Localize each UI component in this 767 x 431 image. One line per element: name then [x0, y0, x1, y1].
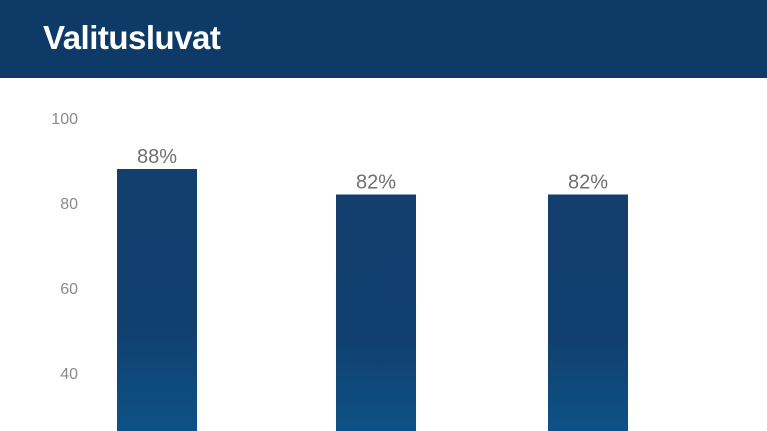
- y-axis-ticks: 100 80 60 40: [51, 111, 78, 383]
- y-tick-label: 60: [60, 281, 78, 298]
- y-tick-label: 80: [60, 196, 78, 213]
- bar-data-label: 82%: [568, 172, 608, 194]
- chart-title: Valitusluvat: [43, 19, 221, 56]
- data-labels: 88% 82% 82%: [137, 146, 608, 194]
- chart-header: Valitusluvat: [0, 0, 767, 78]
- bars: [117, 169, 628, 431]
- y-tick-label: 40: [60, 366, 78, 383]
- bar: [117, 169, 197, 431]
- bar: [336, 194, 416, 431]
- bar-data-label: 88%: [137, 146, 177, 168]
- bar: [548, 194, 628, 431]
- bar-data-label: 82%: [356, 172, 396, 194]
- y-tick-label: 100: [51, 111, 78, 128]
